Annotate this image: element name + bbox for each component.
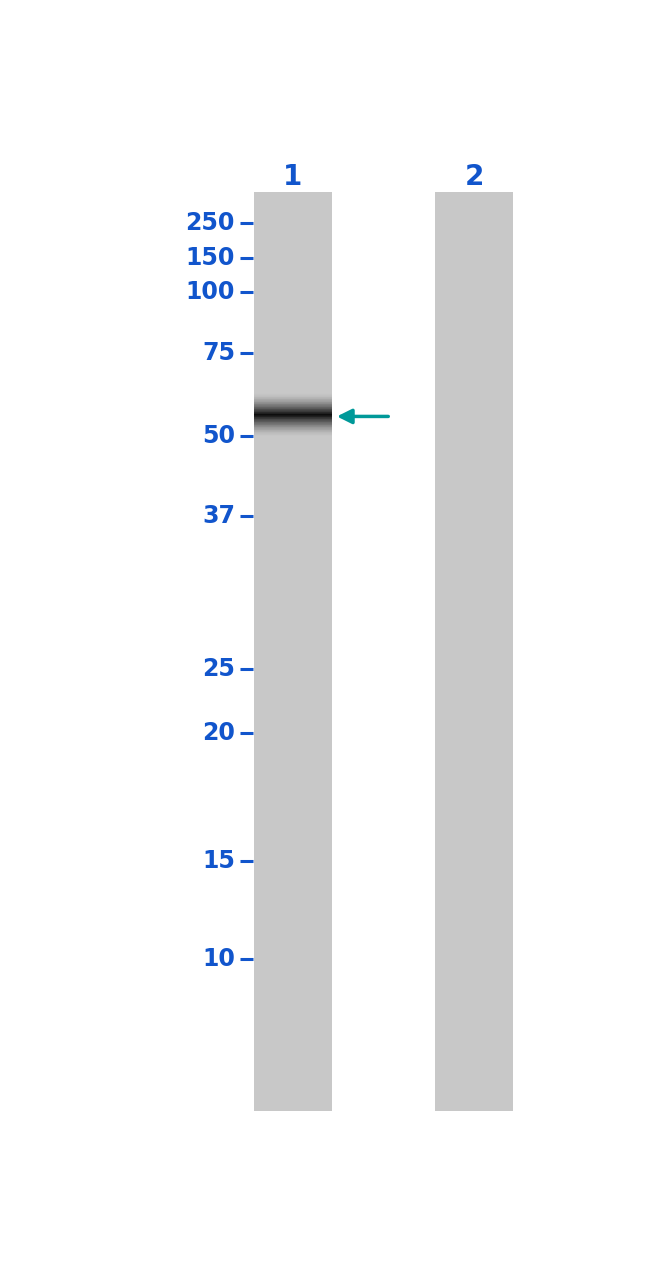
Text: 15: 15 (202, 850, 235, 874)
Text: 10: 10 (202, 947, 235, 972)
Text: 37: 37 (202, 504, 235, 528)
Text: 2: 2 (465, 163, 484, 190)
Bar (435, 192, 514, 1111)
Text: 150: 150 (185, 246, 235, 271)
Text: 1: 1 (283, 163, 302, 190)
Text: 20: 20 (202, 721, 235, 745)
Bar (254, 192, 332, 1111)
Text: 50: 50 (202, 424, 235, 448)
Text: 250: 250 (185, 211, 235, 235)
Text: 100: 100 (185, 281, 235, 305)
Text: 75: 75 (202, 340, 235, 364)
Text: 25: 25 (202, 657, 235, 681)
